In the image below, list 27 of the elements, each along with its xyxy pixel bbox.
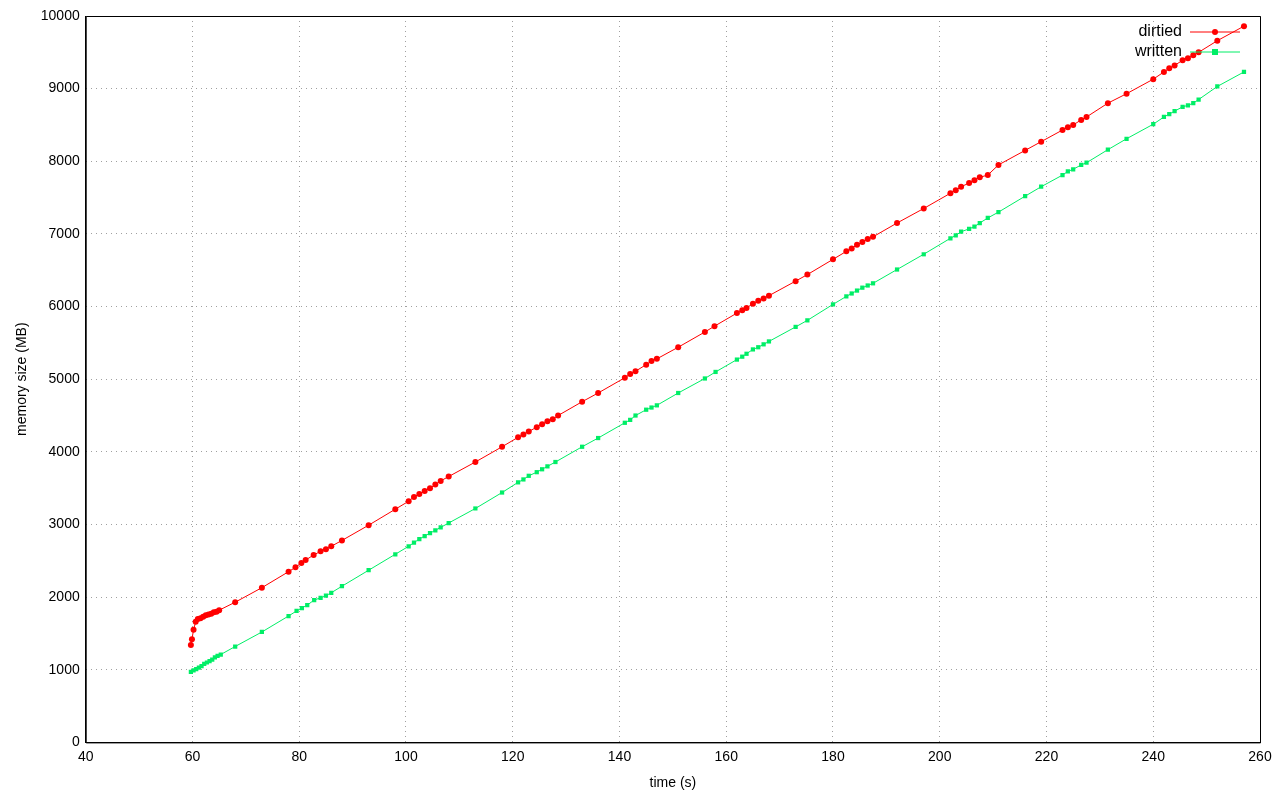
y-tick-label: 1000 [48, 660, 80, 677]
x-tick-label: 100 [394, 747, 418, 764]
y-tick-label: 6000 [48, 297, 80, 314]
legend-label: written [1133, 42, 1182, 60]
x-tick-label: 240 [1141, 747, 1166, 764]
y-axis-title: memory size (MB) [13, 322, 30, 436]
y-tick-label: 8000 [48, 152, 80, 169]
x-tick-label: 180 [821, 747, 845, 764]
x-tick-label: 200 [928, 747, 952, 764]
y-tick-label: 3000 [48, 515, 80, 532]
y-tick-label: 10000 [40, 6, 80, 23]
y-tick-label: 2000 [48, 587, 80, 604]
y-tick-label: 7000 [48, 224, 80, 241]
legend-label: dirtied [1138, 22, 1182, 40]
x-tick-label: 140 [607, 747, 632, 764]
y-tick-label: 9000 [48, 79, 80, 96]
x-tick-label: 80 [291, 747, 308, 764]
x-tick-label: 220 [1034, 747, 1059, 764]
y-tick-label: 5000 [48, 370, 80, 387]
x-tick-label: 260 [1248, 747, 1272, 764]
y-tick-label: 4000 [48, 442, 80, 459]
x-axis-title: time (s) [649, 774, 697, 791]
x-tick-label: 160 [714, 747, 739, 764]
x-tick-label: 120 [501, 747, 525, 764]
x-tick-label: 40 [77, 747, 94, 764]
x-tick-label: 60 [184, 747, 201, 764]
y-tick-label: 0 [71, 733, 80, 750]
